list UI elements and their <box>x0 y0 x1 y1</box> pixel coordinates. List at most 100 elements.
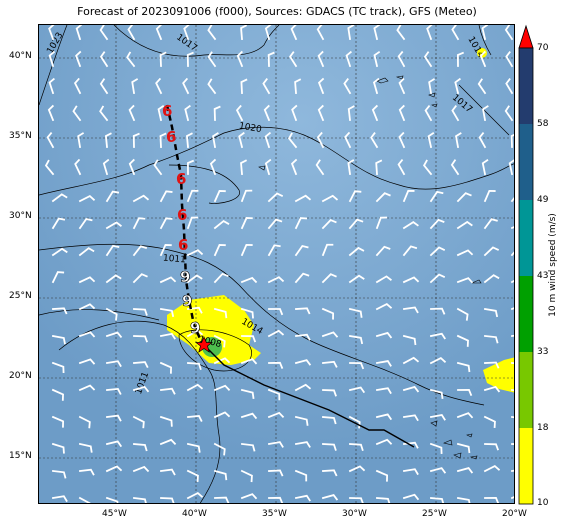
wind-barb <box>483 385 501 393</box>
wind-barb <box>213 190 226 203</box>
wind-barb <box>52 470 67 479</box>
wind-barb <box>456 467 474 474</box>
tc-symbols: 6 6 6 6 6 9 9 9 <box>162 102 214 353</box>
wind-barb <box>133 308 148 316</box>
wind-barb <box>345 50 353 68</box>
wind-barb <box>398 77 406 95</box>
wind-barb <box>212 132 219 149</box>
wind-barb <box>348 246 365 257</box>
wind-barb <box>483 218 498 230</box>
tropical-storm-symbol: 9 <box>182 292 193 311</box>
wind-barb <box>268 496 284 503</box>
svg-text:6: 6 <box>176 170 186 188</box>
wind-barb <box>294 441 311 448</box>
wind-barb <box>105 440 123 448</box>
wind-barb <box>78 195 96 203</box>
wind-barb <box>155 77 163 95</box>
colorbar-extend-arrow <box>518 24 534 49</box>
wind-barb <box>187 362 202 371</box>
wind-barb <box>429 218 445 230</box>
wind-barb <box>51 193 68 203</box>
wind-barb <box>508 158 514 176</box>
wind-barb <box>102 158 110 176</box>
wind-barb <box>456 192 472 203</box>
wind-barb <box>128 104 136 122</box>
wind-barb <box>456 51 465 67</box>
islands <box>258 75 482 460</box>
wind-barb <box>186 329 204 338</box>
wind-barb <box>504 105 514 122</box>
colorbar-tick: 43 <box>537 271 549 281</box>
hurricane-symbol: 6 <box>176 170 186 188</box>
wind-barb <box>456 334 469 347</box>
wind-barb <box>456 496 472 503</box>
wind-barb <box>159 190 173 203</box>
wind-barb <box>483 415 496 429</box>
y-tick-label: 20°N <box>9 371 32 381</box>
wind-barb <box>240 358 258 365</box>
wind-barb <box>186 249 204 257</box>
wind-barb <box>510 132 514 148</box>
wind-barb <box>429 357 447 365</box>
wind-barb <box>375 331 393 339</box>
wind-barb <box>429 467 447 474</box>
wind-barb <box>397 158 406 176</box>
svg-text:6: 6 <box>178 236 188 254</box>
svg-text:6: 6 <box>177 206 187 224</box>
wind-barb <box>160 387 176 395</box>
wind-barb <box>262 77 271 95</box>
wind-barb <box>78 496 91 503</box>
wind-barb <box>349 497 365 503</box>
wind-barb <box>267 411 285 419</box>
wind-barb <box>348 465 366 473</box>
wind-barb <box>321 219 337 230</box>
wind-barb <box>213 469 228 481</box>
wind-field-yellow-east <box>483 357 514 393</box>
wind-barb <box>294 469 308 482</box>
wind-barb <box>294 272 310 284</box>
wind-barb <box>373 50 381 68</box>
wind-barb <box>402 276 420 284</box>
wind-barb <box>105 221 123 230</box>
wind-barb <box>343 78 352 95</box>
wind-barb <box>317 77 325 95</box>
wind-barb <box>321 273 337 284</box>
wind-barb <box>48 77 55 95</box>
wind-barb <box>402 245 418 257</box>
wind-barb <box>51 217 66 230</box>
wind-barb <box>373 25 381 41</box>
wind-barb <box>294 194 312 203</box>
wind-barb <box>268 361 284 369</box>
wind-barb <box>402 189 415 203</box>
wind-barb <box>427 131 435 149</box>
wind-barb <box>397 50 406 68</box>
wind-barb <box>51 361 65 374</box>
wind-barb <box>315 159 325 176</box>
colorbar-segment <box>519 48 533 124</box>
wind-barb <box>132 273 148 284</box>
wind-barb <box>105 360 122 368</box>
wind-barb <box>78 384 96 392</box>
tropical-storm-symbol: 9 <box>190 319 201 338</box>
wind-barb <box>429 190 444 203</box>
wind-barb <box>484 335 499 344</box>
wind-barb <box>451 104 460 122</box>
wind-barb <box>450 159 460 176</box>
wind-barb <box>238 131 245 149</box>
wind-barb <box>159 361 172 374</box>
wind-barb <box>186 216 199 230</box>
wind-barb <box>157 104 165 122</box>
wind-barb <box>132 217 146 230</box>
colorbar-tick: 58 <box>537 119 549 129</box>
wind-barb <box>186 274 203 284</box>
wind-barb <box>104 132 112 148</box>
wind-barb <box>213 442 226 456</box>
wind-barb <box>159 217 173 230</box>
wind-barb <box>370 132 379 149</box>
map-title: Forecast of 2023091006 (f000), Sources: … <box>77 5 477 18</box>
colorbar-label: 10 m wind speed (m/s) <box>548 213 558 317</box>
wind-barb <box>240 412 258 420</box>
wind-barb <box>347 105 355 121</box>
wind-barb <box>105 331 123 339</box>
colorbar-segment <box>519 200 533 276</box>
